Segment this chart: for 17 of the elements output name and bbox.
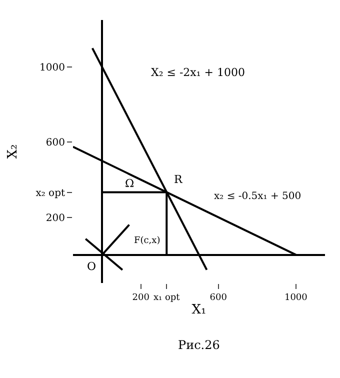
- y-axis-title: X₂: [6, 144, 21, 159]
- y-tick-label: 1000: [40, 62, 65, 74]
- annotation: F(c,x): [134, 236, 160, 246]
- x-tick-label: 200: [132, 292, 150, 303]
- text: Рис.26: [178, 338, 220, 352]
- y-tick-label: 200: [46, 212, 65, 224]
- x-tick-label: 600: [210, 292, 228, 303]
- x-axis-title: X₁: [192, 302, 206, 318]
- annotation: Ω: [125, 177, 134, 190]
- y-tick-label: x₂ opt: [36, 188, 65, 199]
- y-tick-label: 600: [46, 138, 65, 149]
- annotation: x₂ ≤ -0.5x₁ + 500: [214, 191, 302, 202]
- annotation: X₂ ≤ -2x₁ + 1000: [151, 66, 245, 79]
- x-tick-label: x₁ opt: [153, 292, 180, 303]
- annotation: R: [174, 173, 183, 186]
- x-tick-label: 1000: [284, 292, 308, 303]
- annotation: O: [87, 260, 96, 273]
